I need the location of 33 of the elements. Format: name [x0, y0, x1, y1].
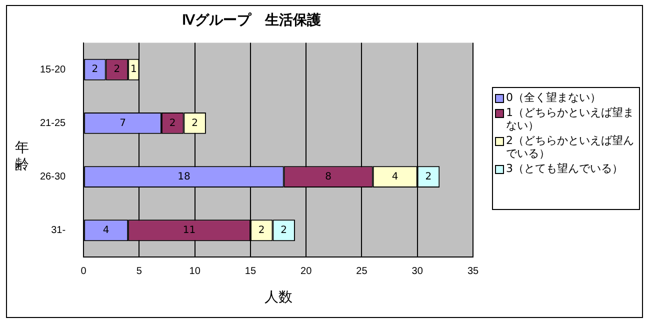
y-axis-title: 年齢 [14, 140, 30, 174]
data-label: 4 [392, 171, 398, 182]
y-tick-label: 21-25 [40, 118, 66, 129]
data-label: 2 [425, 171, 432, 182]
data-label: 2 [192, 118, 198, 129]
data-label: 2 [280, 224, 288, 236]
x-tick-label: 25 [356, 266, 368, 277]
data-label: 4 [102, 224, 110, 236]
legend-label: 2（どちらかといえば望んでいる） [506, 134, 635, 160]
data-label: 2 [114, 64, 120, 76]
x-axis-title: 人数 [264, 288, 292, 304]
data-label: 8 [325, 171, 332, 182]
legend-label: 1（どちらかといえば望まない） [506, 106, 635, 132]
x-tick-label: 20 [300, 266, 312, 277]
x-tick-label: 0 [80, 266, 87, 277]
legend-label: 3（とても望んでいる） [506, 162, 623, 175]
x-tick-label: 30 [412, 266, 424, 277]
data-label: 2 [92, 64, 98, 76]
x-tick-label: 35 [467, 266, 479, 277]
data-label: 7 [120, 118, 126, 129]
data-label: 1 [130, 64, 137, 76]
y-tick-label: 15-20 [40, 64, 66, 76]
y-tick-label: 31- [51, 225, 66, 236]
data-label: 18 [178, 171, 190, 182]
legend-label: 0（全く望まない） [506, 91, 601, 104]
x-tick-label: 5 [136, 266, 142, 277]
x-tick-label: 15 [244, 266, 256, 277]
data-label: 2 [258, 224, 265, 236]
data-label: 2 [169, 118, 176, 129]
data-label: 11 [182, 224, 196, 236]
y-tick-label: 26-30 [40, 172, 66, 183]
chart-title: Ⅳグループ 生活保護 [182, 11, 321, 28]
x-tick-label: 10 [189, 266, 201, 277]
